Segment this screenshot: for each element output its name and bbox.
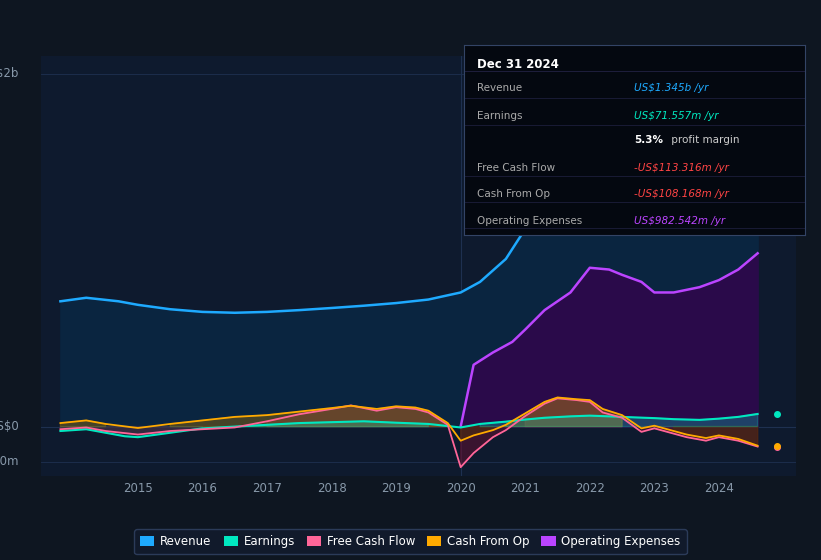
Text: US$71.557m /yr: US$71.557m /yr [635,111,718,122]
Text: US$2b: US$2b [0,67,18,80]
Text: Free Cash Flow: Free Cash Flow [478,163,556,173]
Text: Operating Expenses: Operating Expenses [478,216,583,226]
Text: 5.3%: 5.3% [635,136,663,145]
Legend: Revenue, Earnings, Free Cash Flow, Cash From Op, Operating Expenses: Revenue, Earnings, Free Cash Flow, Cash … [135,529,686,554]
Text: US$0: US$0 [0,420,18,433]
Text: profit margin: profit margin [668,136,740,145]
Text: Dec 31 2024: Dec 31 2024 [478,58,559,71]
Text: Earnings: Earnings [478,111,523,122]
Text: Revenue: Revenue [478,83,523,93]
Text: Cash From Op: Cash From Op [478,189,551,199]
Text: -US$108.168m /yr: -US$108.168m /yr [635,189,729,199]
Text: US$1.345b /yr: US$1.345b /yr [635,83,709,93]
Text: US$982.542m /yr: US$982.542m /yr [635,216,725,226]
Text: -US$113.316m /yr: -US$113.316m /yr [635,163,729,173]
Text: -US$200m: -US$200m [0,455,18,468]
